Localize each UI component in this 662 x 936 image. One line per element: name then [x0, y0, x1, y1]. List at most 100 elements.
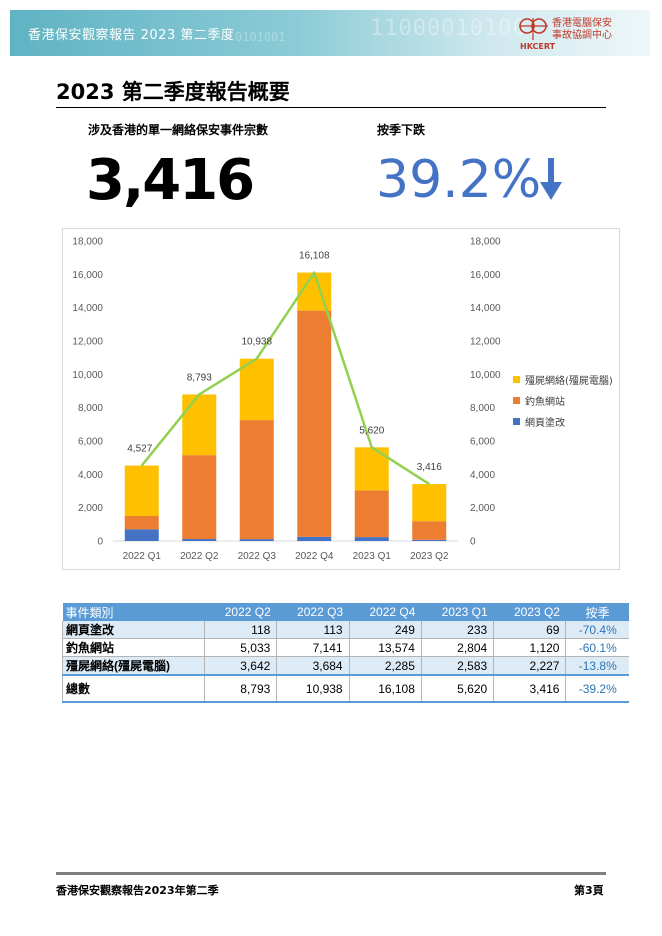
- y-tick-label-left: 2,000: [78, 503, 103, 514]
- y-tick-label-left: 10,000: [72, 370, 103, 381]
- chart-legend: 殭屍網絡(殭屍電腦) 釣魚網站網頁塗改: [513, 369, 613, 432]
- table-header-cell: 2022 Q3: [276, 603, 350, 621]
- data-label: 4,527: [127, 444, 152, 455]
- table-cell: 16,108: [349, 674, 422, 703]
- y-tick-label-right: 18,000: [470, 237, 501, 248]
- y-tick-label-right: 6,000: [470, 437, 495, 448]
- banner-decoration-binary: 110000101001: [370, 16, 541, 41]
- x-tick-label: 2022 Q4: [295, 551, 334, 562]
- y-tick-label-left: 4,000: [78, 470, 103, 481]
- x-tick-label: 2022 Q2: [180, 551, 219, 562]
- y-tick-label-left: 16,000: [72, 270, 103, 281]
- table-cell: 5,620: [421, 674, 495, 703]
- y-tick-label-right: 16,000: [470, 270, 501, 281]
- table-cell: 3,684: [276, 656, 350, 676]
- table-cell: -39.2%: [565, 674, 629, 703]
- logo-org-line2: 事故協調中心: [552, 30, 612, 41]
- logo-org-name: 香港電腦保安 事故協調中心: [552, 18, 612, 42]
- table-cell: 10,938: [276, 674, 350, 703]
- bar-segment: [354, 537, 389, 541]
- y-tick-label-right: 10,000: [470, 370, 501, 381]
- data-label: 16,108: [299, 251, 330, 262]
- x-tick-label: 2022 Q1: [123, 551, 162, 562]
- header-banner: 0101001 110000101001 香港保安觀察報告 2023 第二季度 …: [10, 10, 650, 56]
- table-cell: 8,793: [204, 674, 278, 703]
- legend-swatch: [513, 397, 520, 404]
- y-tick-label-right: 4,000: [470, 470, 495, 481]
- y-tick-label-left: 18,000: [72, 237, 103, 248]
- bar-segment: [124, 529, 159, 541]
- data-label: 10,938: [241, 337, 272, 348]
- table-cell: 233: [421, 621, 495, 639]
- table-cell: 249: [349, 621, 422, 639]
- bar-segment: [124, 516, 159, 530]
- legend-entry: 釣魚網站: [513, 390, 613, 411]
- y-tick-label-right: 2,000: [470, 503, 495, 514]
- bar-segment: [412, 484, 447, 522]
- table-header-cell: 按季: [565, 603, 629, 621]
- incident-count-label: 涉及香港的單一網絡保安事件宗數: [88, 123, 269, 137]
- change-value: 39.2%: [376, 150, 542, 210]
- bar-segment: [239, 420, 274, 540]
- y-tick-label-right: 8,000: [470, 403, 495, 414]
- incident-count-value: 3,416: [86, 148, 255, 213]
- table-header-cell: 2022 Q2: [204, 603, 277, 621]
- table-cell: 殭屍網絡(殭屍電腦): [62, 656, 205, 676]
- table-cell: 總數: [62, 674, 205, 703]
- totals-line: [140, 271, 430, 486]
- table-cell: -70.4%: [565, 621, 629, 639]
- table-cell: 5,033: [204, 638, 278, 657]
- table-cell: 2,227: [493, 656, 567, 676]
- legend-swatch: [513, 418, 520, 425]
- x-tick-label: 2022 Q3: [238, 551, 277, 562]
- table-cell: 網頁塗改: [62, 621, 205, 639]
- x-tick-label: 2023 Q2: [410, 551, 449, 562]
- table-row: 網頁塗改 118 113 249 233 69 -70.4%: [62, 621, 629, 639]
- table-cell: 69: [493, 621, 567, 639]
- table-row: 殭屍網絡(殭屍電腦) 3,642 3,684 2,285 2,583 2,227…: [62, 656, 629, 676]
- table-cell: 釣魚網站: [62, 638, 205, 657]
- y-tick-label-left: 12,000: [72, 337, 103, 348]
- y-tick-label-left: 14,000: [72, 303, 103, 314]
- banner-decoration-binary: 0101001: [235, 30, 286, 44]
- page-title: 2023 第二季度報告概要: [56, 80, 290, 104]
- table-header-cell: 2023 Q2: [493, 603, 566, 621]
- y-tick-label-left: 8,000: [78, 403, 103, 414]
- table-cell: -13.8%: [565, 656, 629, 676]
- banner-title: 香港保安觀察報告 2023 第二季度: [28, 28, 235, 43]
- bar-segment: [297, 536, 332, 541]
- table-cell: 13,574: [349, 638, 422, 657]
- bar-segment: [239, 539, 274, 541]
- bar-segment: [354, 490, 389, 538]
- table-cell: 113: [276, 621, 350, 639]
- y-tick-label-left: 6,000: [78, 437, 103, 448]
- data-label: 5,620: [359, 425, 384, 436]
- incident-table: 事件類別 2022 Q2 2022 Q3 2022 Q4 2023 Q1 202…: [62, 603, 629, 703]
- table-cell: 3,416: [493, 674, 567, 703]
- table-header-cell: 2022 Q4: [349, 603, 422, 621]
- footer-report-name: 香港保安觀察報告2023年第二季: [56, 884, 219, 897]
- table-cell: -60.1%: [565, 638, 629, 657]
- legend-label: 殭屍網絡(殭屍電腦): [525, 376, 613, 387]
- bar-segment: [182, 394, 217, 456]
- bar-segment: [239, 358, 274, 421]
- x-tick-label: 2023 Q1: [353, 551, 392, 562]
- legend-label: 釣魚網站: [525, 397, 565, 408]
- hkcert-logo-icon: [519, 18, 548, 40]
- footer-divider: [56, 872, 606, 875]
- table-row: 釣魚網站 5,033 7,141 13,574 2,804 1,120 -60.…: [62, 638, 629, 657]
- table-cell: 3,642: [204, 656, 278, 676]
- legend-entry: 網頁塗改: [513, 411, 613, 432]
- bar-segment: [182, 539, 217, 541]
- bar-segment: [182, 455, 217, 540]
- hkcert-logo: 香港電腦保安 事故協調中心 HKCERT: [518, 16, 648, 52]
- bar-segment: [412, 539, 447, 541]
- table-cell: 2,804: [421, 638, 495, 657]
- table-header-cell: 事件類別: [62, 603, 205, 621]
- table-cell: 1,120: [493, 638, 567, 657]
- table-cell: 7,141: [276, 638, 350, 657]
- y-tick-label-right: 14,000: [470, 303, 501, 314]
- legend-entry: 殭屍網絡(殭屍電腦): [513, 369, 613, 390]
- logo-org-line1: 香港電腦保安: [552, 18, 612, 29]
- footer-page-number: 第3頁: [574, 884, 604, 897]
